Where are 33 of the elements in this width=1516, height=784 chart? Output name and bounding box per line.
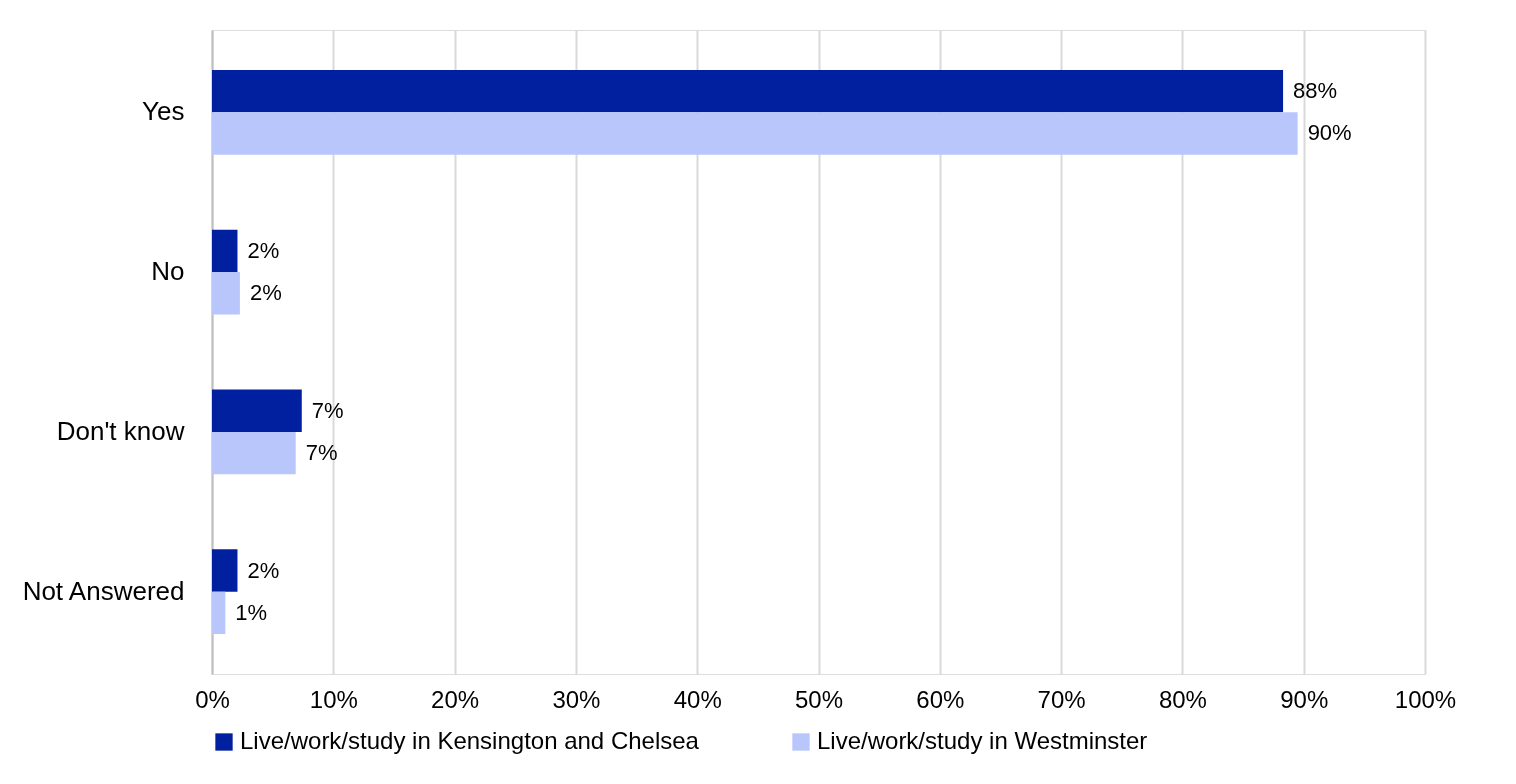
x-tick-label: 30% — [552, 685, 601, 713]
data-label: 2% — [249, 280, 282, 306]
y-tick-label: Yes — [142, 96, 185, 127]
bar — [212, 112, 1298, 155]
bar — [212, 431, 296, 475]
x-tick-label: 90% — [1280, 685, 1329, 713]
y-tick-label: Not Answered — [22, 575, 185, 606]
x-tick-label: 10% — [309, 685, 358, 713]
data-label: 2% — [247, 557, 280, 583]
x-tick-label: 20% — [431, 685, 480, 713]
bar — [212, 272, 240, 315]
y-tick-label: No — [151, 256, 185, 287]
bar — [212, 229, 238, 273]
x-tick-label: 0% — [195, 685, 230, 713]
x-tick-label: 50% — [794, 685, 844, 713]
data-label: 88% — [1293, 78, 1338, 104]
x-tick-label: 40% — [673, 685, 722, 713]
data-label: 90% — [1307, 120, 1352, 146]
x-tick-label: 100% — [1394, 685, 1457, 713]
x-tick-label: 80% — [1158, 685, 1207, 713]
data-label: 7% — [305, 440, 338, 466]
legend-label: Live/work/study in Westminster — [817, 727, 1148, 754]
legend-label: Live/work/study in Kensington and Chelsea — [240, 727, 700, 754]
x-tick-label: 70% — [1037, 685, 1086, 713]
bar — [212, 549, 238, 592]
bar — [212, 69, 1284, 113]
data-label: 7% — [311, 397, 344, 423]
data-label: 1% — [235, 599, 268, 625]
y-tick-label: Don't know — [56, 415, 185, 446]
x-tick-label: 60% — [916, 685, 965, 713]
data-label: 2% — [247, 237, 280, 263]
bar — [212, 389, 302, 432]
bar — [212, 591, 226, 635]
